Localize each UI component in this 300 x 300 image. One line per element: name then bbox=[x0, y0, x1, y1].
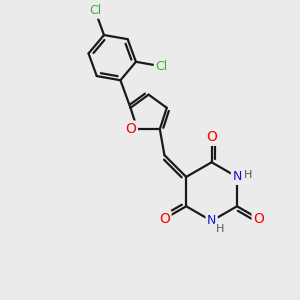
Text: O: O bbox=[159, 212, 170, 226]
Text: O: O bbox=[253, 212, 264, 226]
Text: O: O bbox=[206, 130, 217, 144]
Text: N: N bbox=[232, 170, 242, 183]
Text: H: H bbox=[244, 170, 252, 181]
Text: Cl: Cl bbox=[89, 4, 101, 17]
Text: Cl: Cl bbox=[155, 60, 167, 73]
Text: O: O bbox=[125, 122, 136, 136]
Text: N: N bbox=[207, 214, 216, 227]
Text: H: H bbox=[216, 224, 224, 234]
